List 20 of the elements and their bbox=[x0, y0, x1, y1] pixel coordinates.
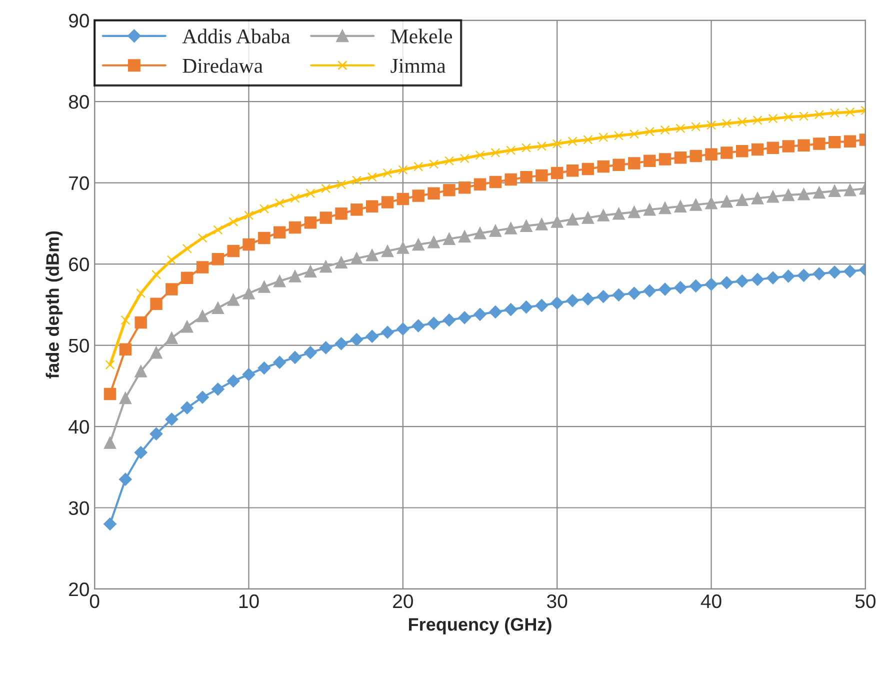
legend-label: Addis Ababa bbox=[182, 28, 290, 44]
y-tick-label: 30 bbox=[68, 501, 89, 515]
y-tick-label: 40 bbox=[68, 420, 89, 434]
x-tick-label: 0 bbox=[90, 594, 100, 608]
x-tick-label: 20 bbox=[393, 594, 413, 608]
y-tick-label: 60 bbox=[69, 258, 89, 272]
y-tick-label: 80 bbox=[68, 95, 89, 109]
x-tick-label: 50 bbox=[855, 594, 876, 608]
x-tick-label: 40 bbox=[700, 594, 722, 608]
x-axis-title: Frequency (GHz) bbox=[408, 618, 552, 634]
legend-label: Jimma bbox=[390, 58, 446, 73]
legend-label: Mekele bbox=[390, 28, 452, 44]
y-tick-label: 70 bbox=[69, 176, 89, 190]
y-tick-label: 50 bbox=[68, 338, 89, 353]
y-axis-title: fade depth (dBm) bbox=[46, 231, 63, 379]
y-tick-label: 20 bbox=[69, 582, 89, 596]
x-tick-label: 30 bbox=[547, 594, 568, 608]
y-tick-label: 90 bbox=[69, 14, 89, 28]
x-tick-label: 10 bbox=[239, 594, 259, 608]
legend-label: Diredawa bbox=[182, 58, 263, 73]
